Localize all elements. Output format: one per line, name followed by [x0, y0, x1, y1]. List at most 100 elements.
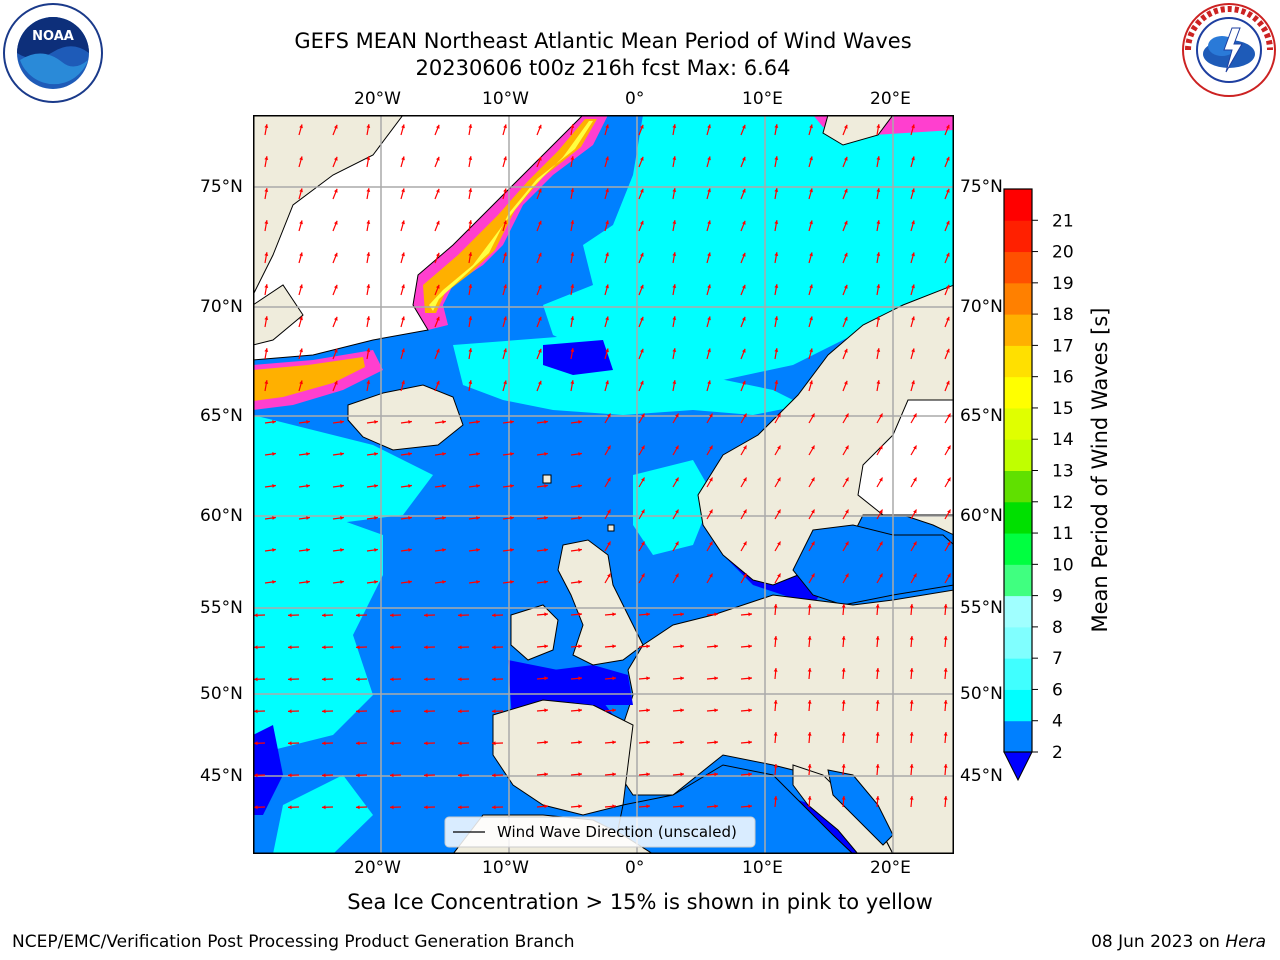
lat-label-left-55: 55°N: [200, 598, 243, 618]
wind-wave-arrow-head: [334, 380, 338, 385]
wind-wave-arrow-head: [401, 316, 405, 321]
wind-wave-arrow-head: [742, 156, 746, 161]
wind-wave-arrow-head: [322, 709, 326, 714]
wind-wave-arrow-head: [911, 188, 915, 193]
wind-wave-arrow-head: [709, 509, 713, 514]
colorbar-tick-label: 15: [1052, 399, 1074, 419]
wind-wave-arrow-head: [807, 700, 812, 704]
wind-wave-arrow-head: [264, 188, 269, 192]
wind-wave-arrow-head: [913, 445, 917, 450]
wind-wave-arrow-head: [879, 445, 883, 450]
wind-wave-arrow-head: [492, 741, 496, 746]
wind-wave-arrow-head: [374, 580, 378, 584]
ocean-band-4-6: [253, 115, 954, 854]
wind-wave-arrow-head: [442, 548, 446, 552]
wind-wave-arrow-head: [476, 516, 480, 520]
lon-label-top-20e: 20°E: [870, 89, 911, 109]
wind-wave-arrow-head: [672, 220, 677, 224]
wind-wave-arrow-head: [605, 348, 609, 353]
wind-wave-arrow-head: [909, 732, 914, 736]
wind-wave-arrow-head: [436, 284, 440, 289]
wind-wave-arrow-head: [672, 380, 677, 384]
wind-wave-arrow-head: [909, 764, 914, 768]
wind-wave-arrow-head: [503, 316, 507, 321]
wind-wave-arrow-head: [424, 677, 428, 682]
wind-wave-arrow-head: [374, 548, 378, 552]
legend-label: Wind Wave Direction (unscaled): [497, 823, 737, 841]
wind-wave-arrow-head: [510, 484, 514, 488]
wind-wave-arrow-head: [612, 708, 616, 713]
greenland-land: [253, 115, 404, 296]
wind-wave-arrow-head: [714, 676, 718, 681]
wind-wave-arrow-head: [390, 773, 394, 778]
wind-wave-arrow-head: [503, 188, 507, 193]
wind-wave-arrow-head: [909, 636, 914, 640]
wind-wave-arrow-head: [468, 188, 473, 192]
wind-wave-arrow-head: [773, 636, 778, 640]
wind-wave-arrow-head: [845, 477, 849, 482]
wind-wave-arrow-head: [492, 773, 496, 778]
wind-wave-arrow-head: [675, 573, 679, 578]
wind-wave-arrow-head: [777, 573, 781, 578]
wind-wave-arrow-head: [544, 516, 548, 520]
wind-wave-arrow-head: [578, 804, 582, 809]
colorbar-block: [1004, 533, 1032, 565]
wind-wave-arrow-head: [570, 284, 575, 288]
wind-wave-arrow-head: [773, 700, 778, 704]
wind-wave-arrow-head: [845, 445, 849, 450]
wind-wave-arrow-head: [911, 348, 915, 353]
wind-wave-arrow-head: [366, 124, 371, 128]
wind-wave-arrow-head: [641, 573, 645, 578]
wind-wave-arrow-head: [424, 805, 428, 810]
colorbar-block: [1004, 720, 1032, 753]
wind-wave-arrow-head: [641, 509, 645, 514]
wind-wave-arrow-head: [578, 516, 582, 520]
wind-wave-arrow-head: [476, 420, 480, 424]
wind-wave-arrow-head: [356, 805, 360, 810]
colorbar-block: [1004, 407, 1032, 440]
wind-wave-arrow-head: [742, 188, 746, 193]
wind-wave-arrow-head: [374, 516, 378, 520]
lon-label-top-0: 0°: [625, 89, 645, 109]
wind-wave-arrow-head: [946, 252, 950, 257]
wind-wave-arrow-head: [777, 413, 781, 418]
wind-wave-arrow-head: [544, 644, 548, 649]
wind-wave-arrow-head: [641, 477, 645, 482]
wind-wave-arrow-head: [811, 509, 815, 514]
wind-wave-arrow-head: [709, 573, 713, 578]
wind-wave-arrow-head: [807, 604, 812, 608]
wind-wave-arrow-head: [876, 316, 881, 320]
wind-wave-arrow-head: [288, 645, 292, 650]
wind-wave-arrow-head: [408, 516, 412, 520]
lon-label-bottom-10e: 10°E: [742, 858, 783, 878]
wind-wave-arrow-head: [366, 252, 371, 256]
wind-wave-arrow-head: [672, 188, 677, 192]
wind-wave-arrow-head: [254, 805, 258, 810]
lat-label-right-75: 75°N: [960, 177, 1003, 197]
colorbar-title: Mean Period of Wind Waves [s]: [1088, 307, 1112, 633]
wind-wave-arrow-head: [612, 676, 616, 681]
wind-wave-arrow-head: [264, 284, 269, 288]
wind-wave-arrow-head: [946, 316, 950, 321]
wind-wave-arrow-head: [742, 220, 746, 225]
wind-wave-arrow-head: [947, 541, 951, 546]
wind-wave-arrow-head: [288, 741, 292, 746]
wind-wave-arrow-head: [510, 516, 514, 520]
wind-wave-arrow-head: [254, 773, 258, 778]
wind-wave-arrow-head: [844, 124, 848, 129]
wind-wave-arrow-head: [672, 284, 677, 288]
lon-label-bottom-20e: 20°E: [870, 858, 911, 878]
wind-wave-arrow-head: [707, 348, 711, 353]
wind-wave-arrow-head: [943, 636, 948, 640]
wind-wave-arrow-head: [809, 220, 813, 225]
wind-wave-arrow-head: [334, 220, 338, 225]
wind-wave-arrow-head: [605, 156, 609, 161]
wind-wave-arrow-head: [401, 284, 405, 289]
wind-wave-arrow-head: [680, 612, 684, 617]
wind-wave-arrow-head: [913, 541, 917, 546]
wind-wave-arrow-head: [322, 773, 326, 778]
wind-wave-arrow-head: [458, 773, 462, 778]
colorbar-tick-label: 7: [1052, 649, 1063, 669]
wind-wave-arrow-head: [675, 477, 679, 482]
wind-wave-arrow-head: [442, 452, 446, 456]
